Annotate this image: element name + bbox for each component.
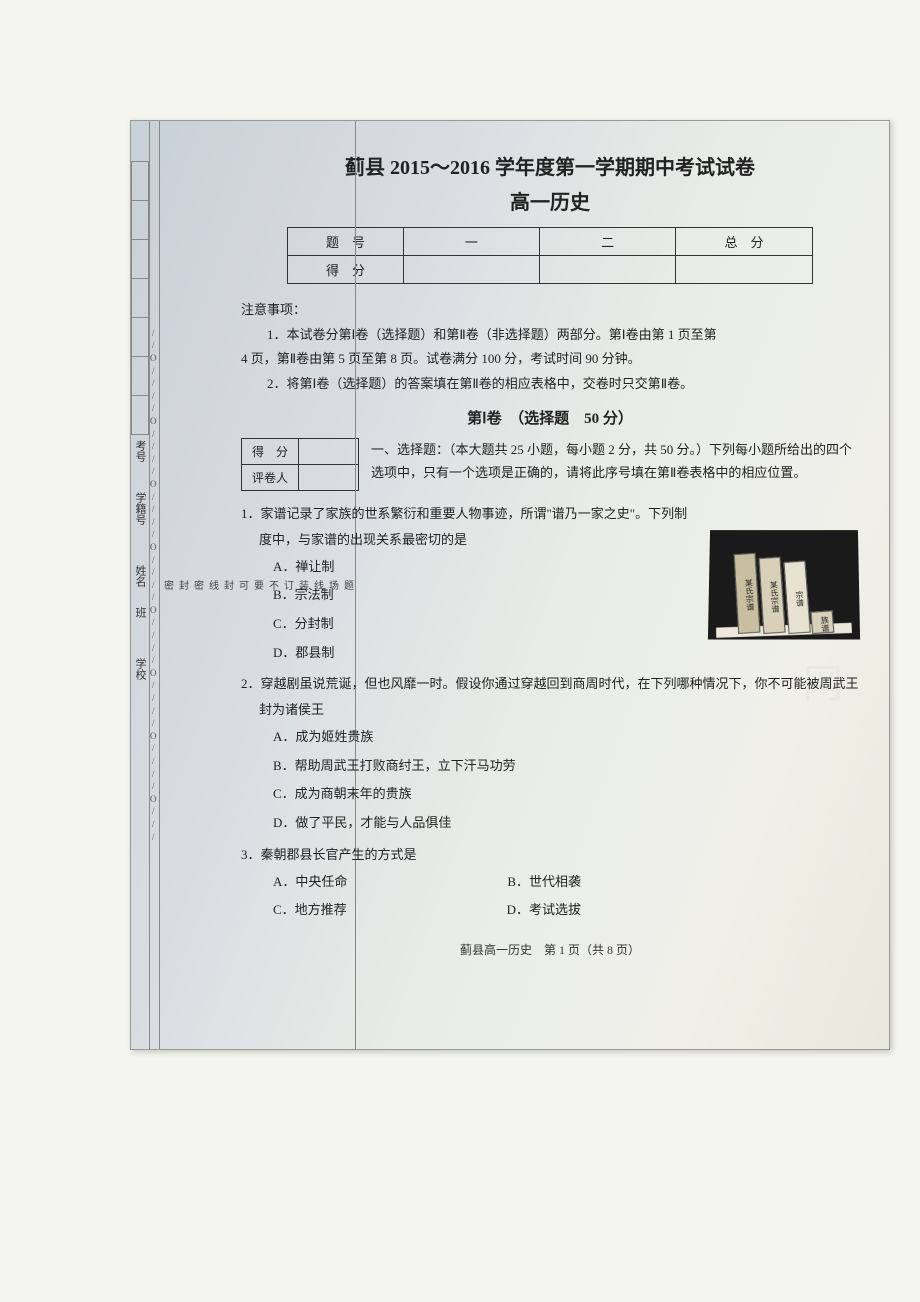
table-row: 得 分 xyxy=(288,256,812,284)
score-summary-table: 题 号 一 二 总 分 得 分 xyxy=(287,227,812,284)
q1-option-b: B．宗法制 xyxy=(273,581,699,610)
genealogy-books-image: 某氏宗谱 某氏宗谱 宗谱 族谱 xyxy=(708,530,860,639)
question-3: 3．秦朝郡县长官产生的方式是 A．中央任命 B．世代相袭 C．地方推荐 D．考试… xyxy=(241,842,859,925)
q1-option-a: A．禅让制 xyxy=(273,553,699,582)
q1-option-c: C．分封制 xyxy=(273,610,699,639)
q3-option-d: D．考试选拔 xyxy=(507,896,581,925)
q3-option-b: B．世代相袭 xyxy=(507,868,581,897)
sidebar-label-xuejihao: 学籍号 xyxy=(132,492,148,525)
sidebar-label-xuexiao: 学校 xyxy=(132,658,148,680)
q1-option-d: D．郡县制 xyxy=(273,639,699,668)
q3-stem: 3．秦朝郡县长官产生的方式是 xyxy=(241,842,859,868)
sidebar-id-boxes: 考号 学籍号 姓名 班 学校 xyxy=(131,121,150,1049)
answer-sheet-sidebar: 考号 学籍号 姓名 班 学校 / / O / / / / O / / / / O… xyxy=(131,121,231,1049)
cell-col1: 一 xyxy=(403,228,539,256)
sidebar-label-kaohao: 考号 xyxy=(132,440,148,462)
cell-col2: 二 xyxy=(540,228,676,256)
q2-option-d: D．做了平民，才能与人品俱佳 xyxy=(273,809,859,838)
sidebar-label-xingming: 姓名 xyxy=(132,565,148,587)
question-1: 1．家谱记录了家族的世系繁衍和重要人物事迹，所谓"谱乃一家之史"。下列制度中，与… xyxy=(241,501,859,667)
q3-option-c: C．地方推荐 xyxy=(273,896,347,925)
exam-page: 考号 学籍号 姓名 班 学校 / / O / / / / O / / / / O… xyxy=(130,120,890,1050)
q2-stem: 2．穿越剧虽说荒诞，但也风靡一时。假设你通过穿越回到商周时代，在下列哪种情况下，… xyxy=(241,671,859,723)
question-2: 2．穿越剧虽说荒诞，但也风靡一时。假设你通过穿越回到商周时代，在下列哪种情况下，… xyxy=(241,671,859,837)
choice-section-intro: 一、选择题：（本大题共 25 小题，每小题 2 分，共 50 分。）下列每小题所… xyxy=(371,438,859,485)
q2-option-c: C．成为商朝末年的贵族 xyxy=(273,780,859,809)
table-row: 题 号 一 二 总 分 xyxy=(288,228,812,256)
sidebar-label-ban: 班 xyxy=(132,607,148,618)
cell-total: 总 分 xyxy=(676,228,812,256)
sidebar-perforation: / / O / / / / O / / / / O / / / / O / / … xyxy=(150,121,160,1049)
q1-stem: 1．家谱记录了家族的世系繁衍和重要人物事迹，所谓"谱乃一家之史"。下列制度中，与… xyxy=(241,501,699,553)
q2-option-a: A．成为姬姓贵族 xyxy=(273,723,859,752)
q2-option-b: B．帮助周武王打败商纣王，立下汗马功劳 xyxy=(273,752,859,781)
q3-option-a: A．中央任命 xyxy=(273,868,347,897)
